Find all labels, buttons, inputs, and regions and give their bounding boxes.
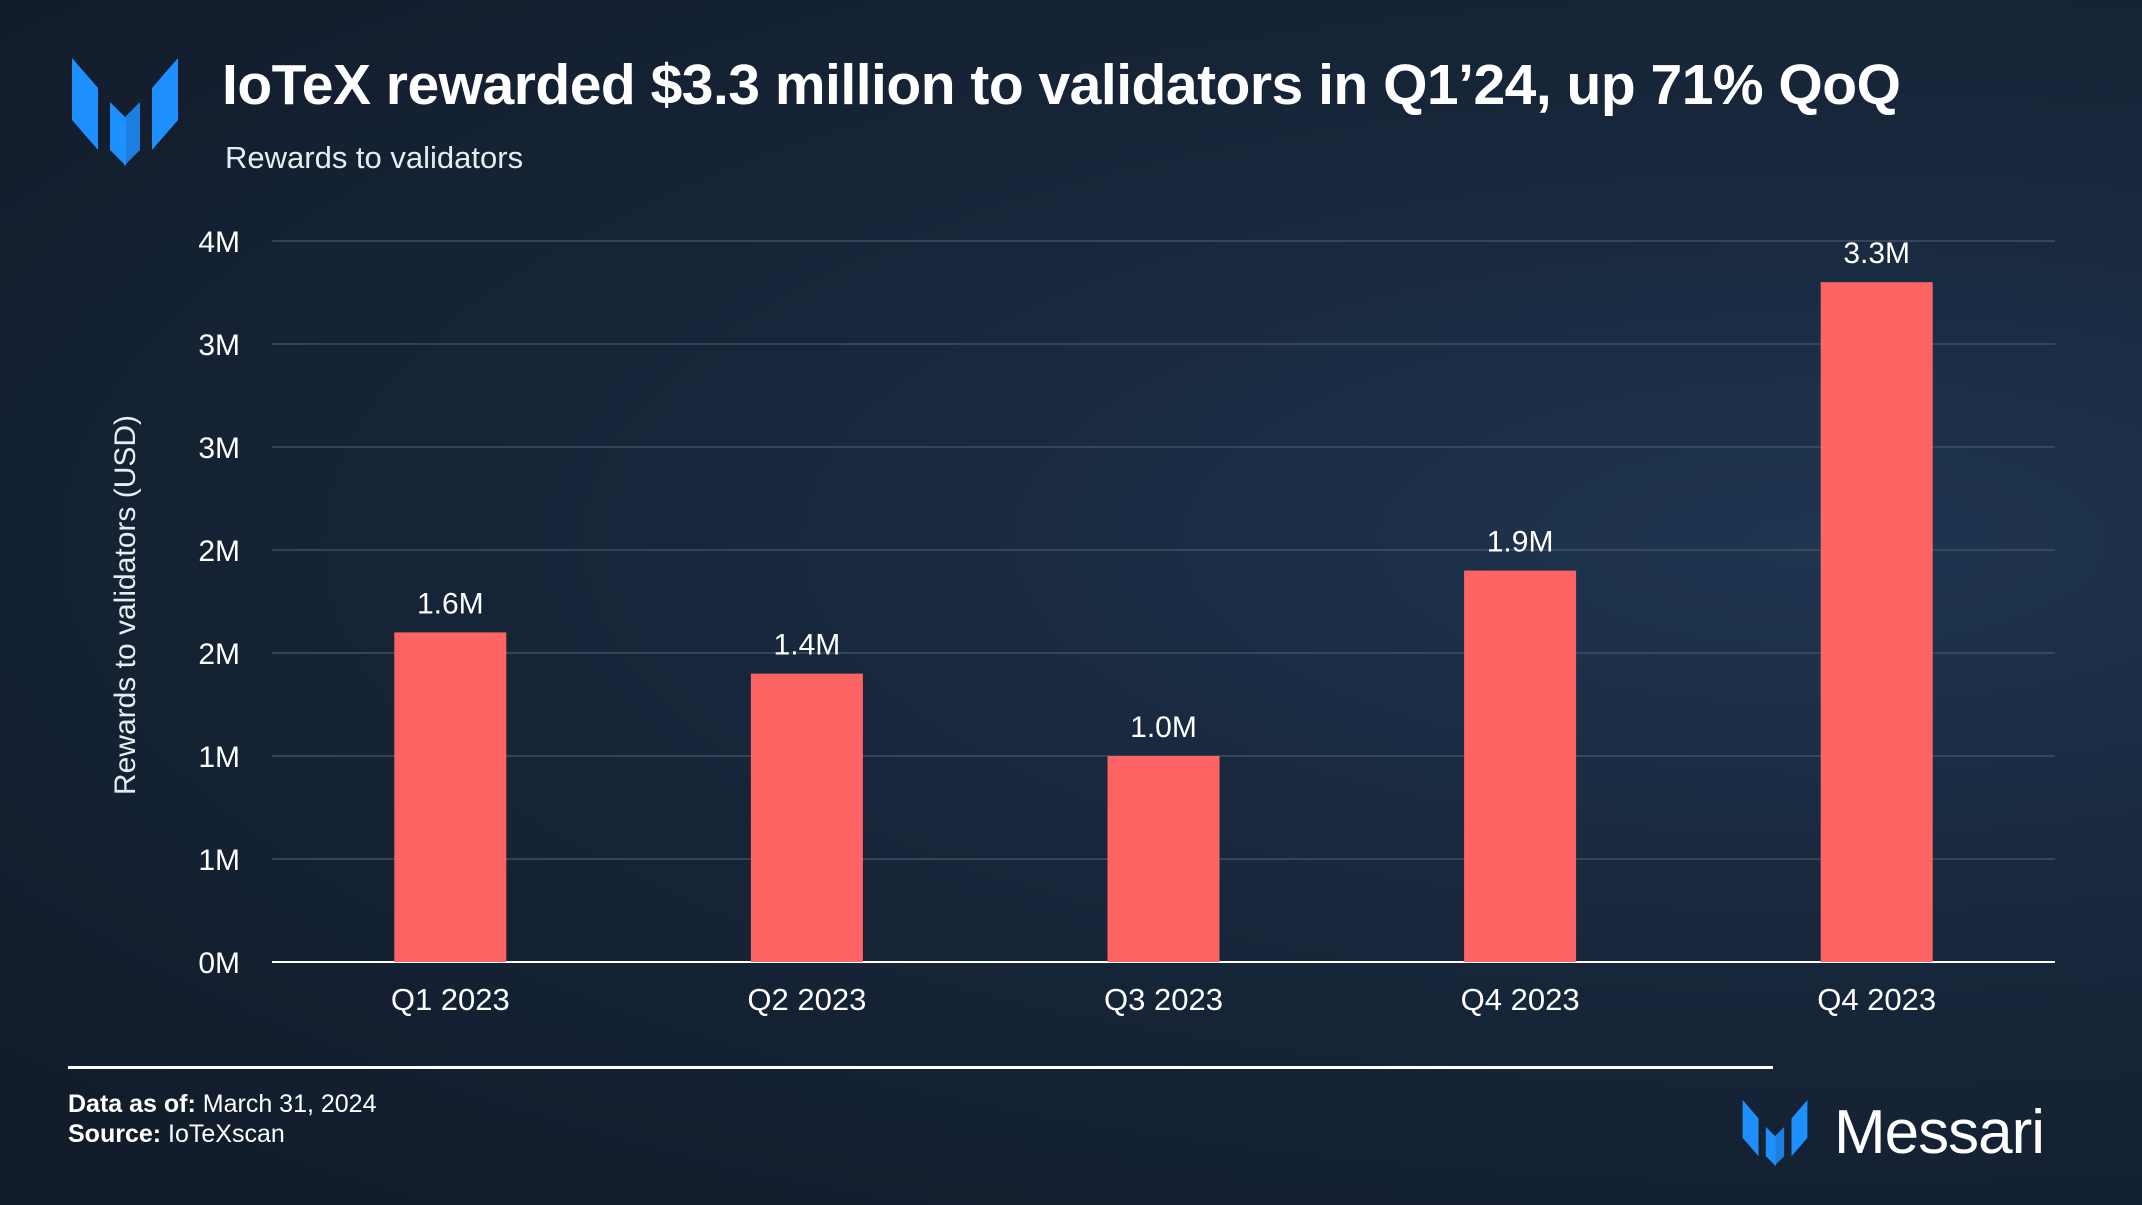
x-tick-label: Q1 2023 — [391, 982, 510, 1017]
x-tick-label: Q4 2023 — [1461, 982, 1580, 1017]
x-tick-label: Q4 2023 — [1817, 982, 1936, 1017]
bar — [1107, 756, 1220, 962]
y-tick-label: 0M — [198, 947, 240, 980]
brand-name: Messari — [1834, 1098, 2045, 1167]
chart-subtitle: Rewards to validators — [225, 140, 524, 175]
bar — [1820, 282, 1933, 962]
y-tick-label: 1M — [198, 741, 240, 774]
data-label: 3.3M — [1843, 237, 1910, 270]
data-label: 1.6M — [417, 587, 484, 620]
data-label: 1.9M — [1487, 526, 1554, 559]
bar — [750, 673, 863, 962]
chart-title: IoTeX rewarded $3.3 million to validator… — [222, 53, 1901, 117]
messari-logo-icon — [72, 58, 178, 166]
y-tick-label: 2M — [198, 535, 240, 568]
data-label: 1.0M — [1130, 711, 1197, 744]
bar — [394, 632, 507, 962]
data-label: 1.4M — [774, 629, 841, 662]
x-tick-label: Q2 2023 — [747, 982, 866, 1017]
y-axis-title: Rewards to validators (USD) — [109, 415, 142, 795]
y-tick-label: 3M — [198, 329, 240, 362]
y-tick-label: 1M — [198, 844, 240, 877]
data-as-of: Data as of: March 31, 2024 — [68, 1090, 376, 1119]
source-value: IoTeXscan — [168, 1120, 285, 1148]
source: Source: IoTeXscan — [68, 1120, 285, 1149]
labels-layer: 0M 1M 1M 2M 2M 3M 3M 4M 1.6M Q1 2023 1.4M Q2 2023 1.… — [198, 226, 1936, 1017]
bar-chart: 0M 1M 1M 2M 2M 3M 3M 4M 1.6M Q1 2023 1.4M Q2 2023 1.… — [109, 226, 2055, 1017]
data-as-of-label: Data as of: — [68, 1090, 196, 1118]
footer-divider — [68, 1066, 1773, 1069]
bar — [1464, 570, 1577, 962]
source-label: Source: — [68, 1120, 162, 1148]
data-as-of-value: March 31, 2024 — [202, 1090, 377, 1118]
y-tick-label: 4M — [198, 226, 240, 259]
messari-logo-icon — [1742, 1100, 1808, 1166]
y-tick-label: 3M — [198, 432, 240, 465]
bars-layer — [394, 282, 1933, 962]
y-tick-label: 2M — [198, 638, 240, 671]
messari-brand: Messari — [1742, 1097, 2062, 1169]
x-tick-label: Q3 2023 — [1104, 982, 1223, 1017]
